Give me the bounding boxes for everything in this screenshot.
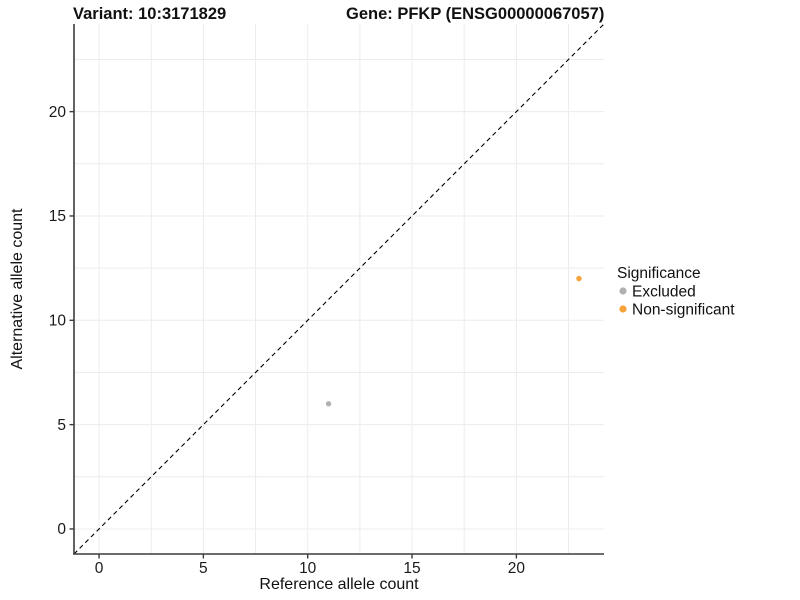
- y-tick-label: 0: [57, 521, 66, 538]
- legend-swatch-non-significant: [619, 305, 627, 313]
- data-points: [325, 275, 582, 407]
- data-point-excluded: [325, 401, 332, 407]
- x-tick-label: 15: [403, 560, 420, 577]
- x-tick-label: 20: [508, 560, 526, 577]
- legend-swatch-excluded: [619, 287, 627, 295]
- x-tick-label: 0: [95, 560, 104, 577]
- x-tick-label: 5: [199, 560, 208, 577]
- plot-title-gene: Gene: PFKP (ENSG00000067057): [346, 5, 604, 23]
- data-point-non-significant: [576, 275, 582, 282]
- legend-label-excluded: Excluded: [632, 283, 696, 300]
- y-tick-label: 10: [49, 312, 67, 329]
- legend-label-non-significant: Non-significant: [632, 301, 735, 318]
- y-axis-label: Alternative allele count: [9, 208, 26, 370]
- y-tick-label: 15: [49, 208, 66, 225]
- axes: 0 5 10 15 20 0 5 10 15 20: [49, 24, 604, 577]
- y-tick-label: 20: [49, 104, 67, 121]
- y-tick-label: 5: [57, 417, 66, 434]
- plot-title-variant: Variant: 10:3171829: [73, 5, 226, 23]
- x-axis-label: Reference allele count: [259, 576, 419, 593]
- gridlines: [74, 24, 604, 554]
- identity-line-layer: [73, 23, 605, 555]
- x-tick-label: 10: [299, 560, 317, 577]
- legend-title: Significance: [617, 265, 701, 282]
- identity-line: [73, 23, 605, 555]
